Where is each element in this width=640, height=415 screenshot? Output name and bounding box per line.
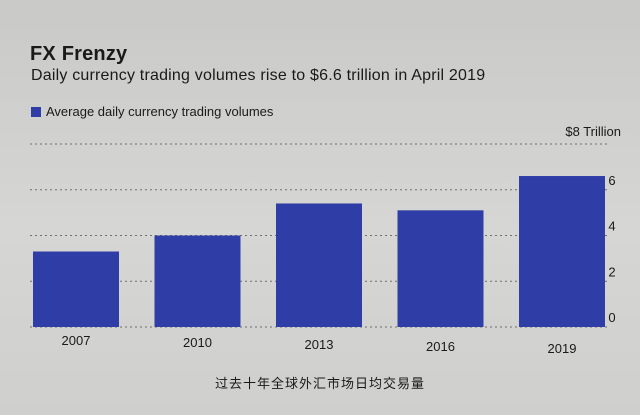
bar-2013	[276, 203, 362, 327]
y-tick-label: 0	[608, 310, 615, 325]
chinese-caption: 过去十年全球外汇市场日均交易量	[214, 377, 425, 392]
bar-2019	[519, 176, 605, 327]
x-tick-label: 2016	[426, 339, 455, 354]
y-tick-label: 6	[608, 173, 615, 188]
bar-2016	[397, 210, 484, 327]
x-tick-label: 2019	[548, 341, 577, 356]
chart-title: FX Frenzy	[30, 43, 128, 65]
chart-subtitle: Daily currency trading volumes rise to $…	[31, 67, 486, 84]
legend-label: Average daily currency trading volumes	[46, 104, 274, 119]
x-tick-label: 2013	[305, 337, 334, 352]
x-tick-label: 2007	[62, 333, 91, 348]
legend-swatch	[31, 106, 41, 117]
y-top-tick-label: $8 Trillion	[565, 124, 621, 139]
legend: Average daily currency trading volumes	[31, 104, 273, 119]
bar-2007	[33, 251, 119, 327]
y-tick-label: 4	[608, 219, 615, 234]
x-tick-label: 2010	[183, 335, 212, 350]
y-tick-label: 2	[608, 264, 615, 279]
bar-2010	[154, 235, 241, 327]
